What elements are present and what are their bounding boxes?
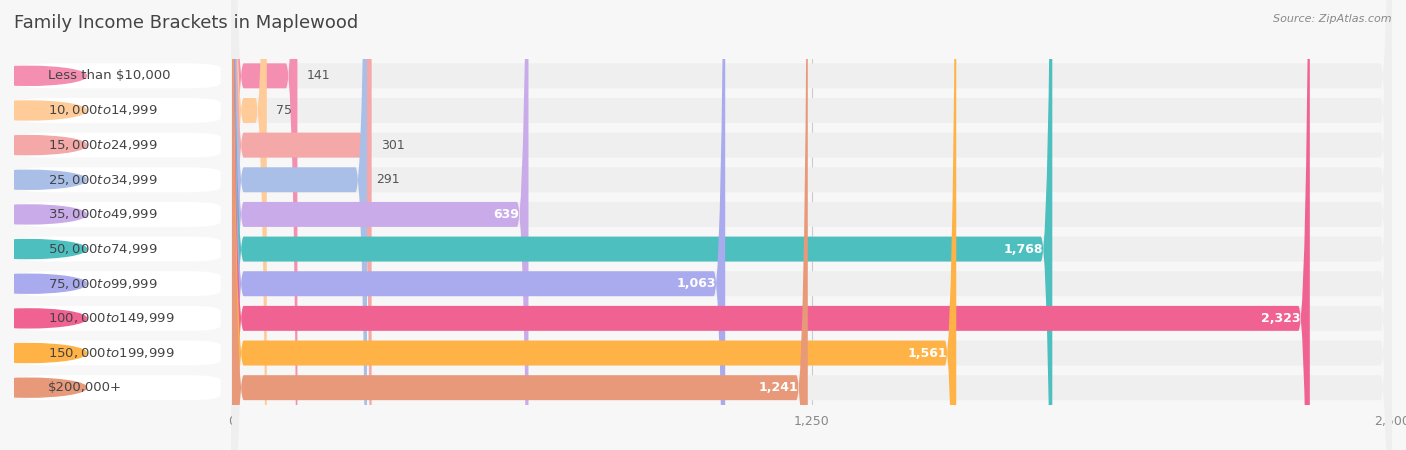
Circle shape [0, 135, 87, 155]
Text: 2,323: 2,323 [1261, 312, 1301, 325]
Text: Source: ZipAtlas.com: Source: ZipAtlas.com [1274, 14, 1392, 23]
Text: $150,000 to $199,999: $150,000 to $199,999 [48, 346, 174, 360]
Text: $15,000 to $24,999: $15,000 to $24,999 [48, 138, 157, 152]
Text: 1,561: 1,561 [907, 346, 948, 360]
FancyBboxPatch shape [18, 306, 221, 331]
Text: $35,000 to $49,999: $35,000 to $49,999 [48, 207, 157, 221]
FancyBboxPatch shape [18, 341, 221, 365]
FancyBboxPatch shape [232, 0, 808, 450]
Circle shape [0, 101, 87, 120]
Text: $200,000+: $200,000+ [48, 381, 122, 394]
FancyBboxPatch shape [232, 0, 725, 450]
FancyBboxPatch shape [18, 63, 221, 88]
FancyBboxPatch shape [232, 0, 1392, 450]
Text: $50,000 to $74,999: $50,000 to $74,999 [48, 242, 157, 256]
FancyBboxPatch shape [232, 0, 529, 450]
FancyBboxPatch shape [232, 0, 371, 450]
FancyBboxPatch shape [232, 0, 956, 450]
Circle shape [0, 274, 87, 293]
FancyBboxPatch shape [232, 0, 298, 450]
Text: 141: 141 [307, 69, 330, 82]
FancyBboxPatch shape [232, 0, 1392, 450]
Text: $75,000 to $99,999: $75,000 to $99,999 [48, 277, 157, 291]
Circle shape [0, 309, 87, 328]
Circle shape [0, 378, 87, 397]
Text: 1,241: 1,241 [759, 381, 799, 394]
FancyBboxPatch shape [18, 375, 221, 400]
Text: $25,000 to $34,999: $25,000 to $34,999 [48, 173, 157, 187]
FancyBboxPatch shape [232, 0, 1392, 450]
FancyBboxPatch shape [18, 98, 221, 123]
FancyBboxPatch shape [232, 0, 1052, 450]
FancyBboxPatch shape [232, 0, 1392, 450]
FancyBboxPatch shape [18, 133, 221, 158]
FancyBboxPatch shape [232, 0, 1392, 450]
Text: $100,000 to $149,999: $100,000 to $149,999 [48, 311, 174, 325]
FancyBboxPatch shape [232, 0, 1392, 450]
Circle shape [0, 170, 87, 189]
Text: Family Income Brackets in Maplewood: Family Income Brackets in Maplewood [14, 14, 359, 32]
Text: 75: 75 [276, 104, 292, 117]
Text: 639: 639 [494, 208, 519, 221]
FancyBboxPatch shape [18, 202, 221, 227]
FancyBboxPatch shape [232, 0, 1310, 450]
Text: 291: 291 [377, 173, 399, 186]
Circle shape [0, 343, 87, 363]
FancyBboxPatch shape [232, 0, 1392, 450]
FancyBboxPatch shape [232, 0, 267, 450]
Text: 1,063: 1,063 [676, 277, 716, 290]
FancyBboxPatch shape [18, 167, 221, 192]
Text: 301: 301 [381, 139, 405, 152]
FancyBboxPatch shape [232, 0, 1392, 450]
Circle shape [0, 205, 87, 224]
Circle shape [0, 66, 87, 86]
FancyBboxPatch shape [232, 0, 1392, 450]
Circle shape [0, 239, 87, 259]
FancyBboxPatch shape [232, 0, 1392, 450]
FancyBboxPatch shape [232, 0, 367, 450]
FancyBboxPatch shape [18, 237, 221, 261]
Text: Less than $10,000: Less than $10,000 [48, 69, 170, 82]
Text: 1,768: 1,768 [1004, 243, 1043, 256]
FancyBboxPatch shape [18, 271, 221, 296]
Text: $10,000 to $14,999: $10,000 to $14,999 [48, 104, 157, 117]
